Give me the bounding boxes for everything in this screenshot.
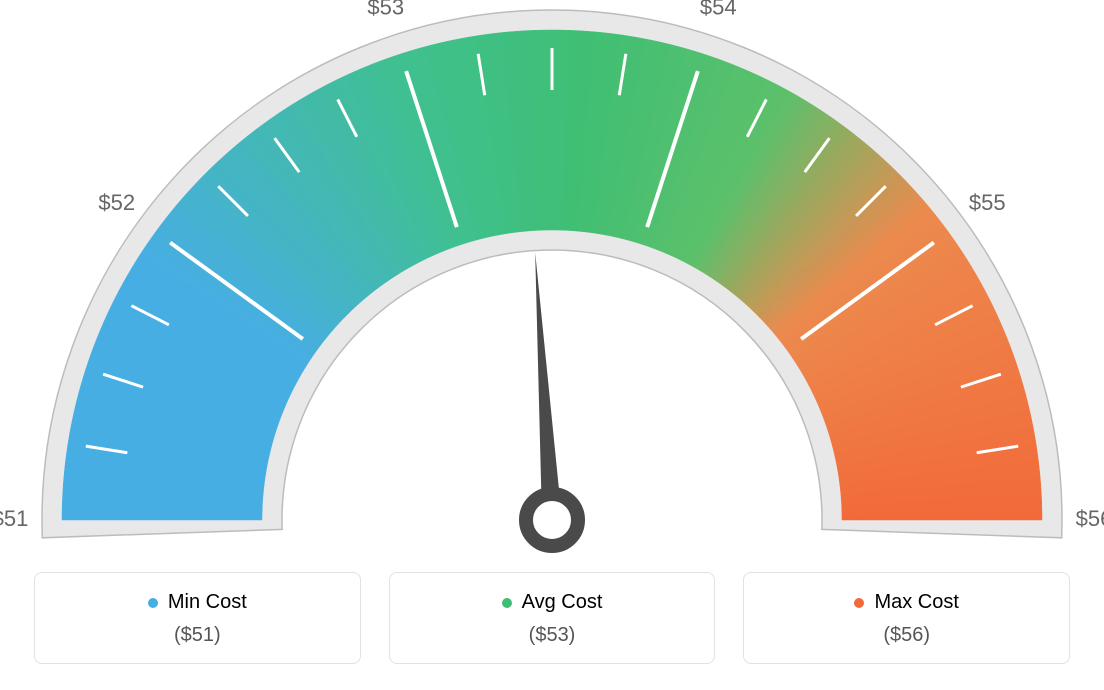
- legend-min-label: Min Cost: [148, 591, 247, 614]
- legend-max-text: Max Cost: [874, 591, 958, 614]
- gauge-svg: $51$52$53$53$54$55$56: [0, 0, 1104, 560]
- dot-icon: [148, 598, 158, 608]
- legend-min-text: Min Cost: [168, 591, 247, 614]
- gauge-needle: [535, 253, 562, 521]
- legend-avg-value: ($53): [400, 624, 705, 647]
- gauge-tick-label: $54: [700, 0, 737, 19]
- legend-min-value: ($51): [45, 624, 350, 647]
- gauge-tick-label: $55: [969, 190, 1006, 215]
- dot-icon: [502, 598, 512, 608]
- legend-max: Max Cost ($56): [743, 572, 1070, 664]
- gauge-hub: [526, 494, 578, 546]
- gauge-tick-label: $56: [1076, 506, 1104, 531]
- legend-avg-text: Avg Cost: [522, 591, 603, 614]
- legend-max-label: Max Cost: [854, 591, 958, 614]
- legend-row: Min Cost ($51) Avg Cost ($53) Max Cost (…: [0, 572, 1104, 664]
- legend-avg-label: Avg Cost: [502, 591, 603, 614]
- legend-avg: Avg Cost ($53): [389, 572, 716, 664]
- legend-min: Min Cost ($51): [34, 572, 361, 664]
- cost-gauge: $51$52$53$53$54$55$56: [0, 0, 1104, 560]
- legend-max-value: ($56): [754, 624, 1059, 647]
- gauge-tick-label: $53: [367, 0, 404, 19]
- gauge-tick-label: $52: [98, 190, 135, 215]
- gauge-tick-label: $51: [0, 506, 28, 531]
- dot-icon: [854, 598, 864, 608]
